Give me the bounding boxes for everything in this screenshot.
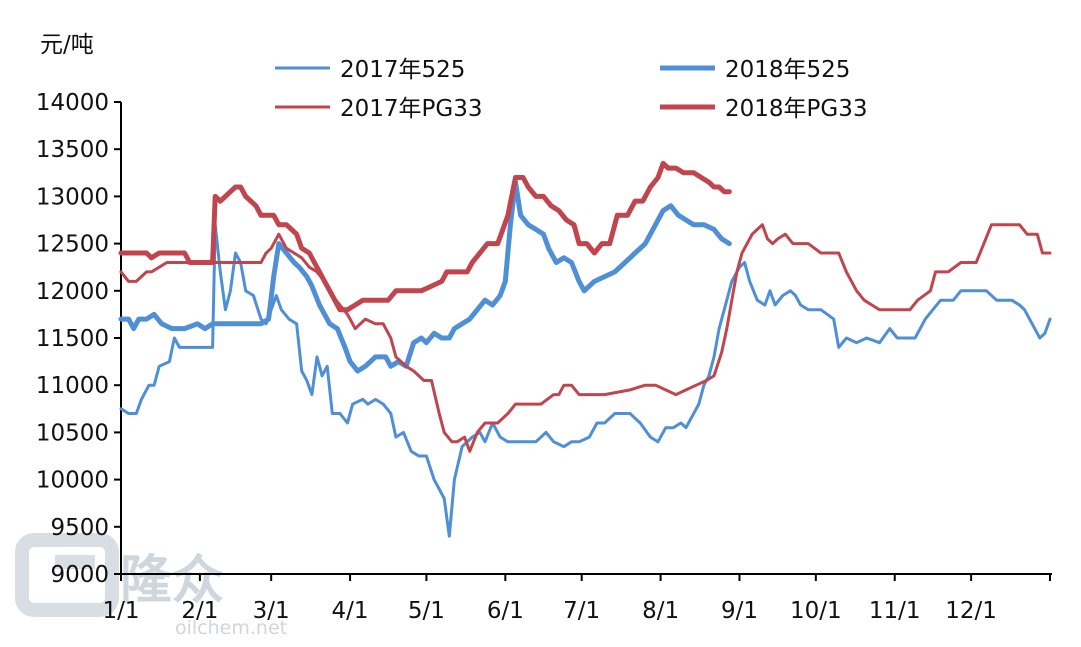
legend-item-2017-525: 2017年525 xyxy=(275,57,465,83)
watermark-logo-icon xyxy=(15,533,119,617)
watermark: 隆众 oilchem.net xyxy=(15,533,287,639)
x-tick-label: 5/1 xyxy=(408,598,445,624)
y-tick-label: 9000 xyxy=(50,562,109,588)
x-tick-label: 11/1 xyxy=(869,598,921,624)
y-tick-label: 14000 xyxy=(36,90,109,116)
x-tick-label: 8/1 xyxy=(642,598,679,624)
legend-item-2017-pg33: 2017年PG33 xyxy=(275,96,483,122)
y-tick-label: 11500 xyxy=(36,326,109,352)
x-ticks: 1/1 2/1 3/1 4/1 5/1 6/1 7/1 8/1 9/1 10/1 11/1 12/1 xyxy=(102,574,1051,624)
y-tick-label: 11000 xyxy=(36,373,109,399)
series-line-2017年525 xyxy=(119,223,1052,538)
y-tick-label: 12500 xyxy=(36,232,109,258)
y-tick-label: 10500 xyxy=(36,420,109,446)
y-tick-label: 12000 xyxy=(36,279,109,305)
x-tick-label: 3/1 xyxy=(253,598,290,624)
legend-label-2018-pg33: 2018年PG33 xyxy=(725,96,868,122)
x-tick-label: 2/1 xyxy=(181,598,218,624)
series-line-2018年525 xyxy=(118,179,732,374)
x-tick-label: 9/1 xyxy=(721,598,758,624)
y-tick-label: 9500 xyxy=(50,515,109,541)
x-tick-label: 6/1 xyxy=(487,598,524,624)
legend-item-2018-pg33: 2018年PG33 xyxy=(660,96,868,122)
legend-label-2018-525: 2018年525 xyxy=(725,57,850,83)
x-tick-label: 1/1 xyxy=(102,598,139,624)
y-tick-label: 13500 xyxy=(36,137,109,163)
x-tick-label: 10/1 xyxy=(790,598,842,624)
x-tick-label: 12/1 xyxy=(945,598,997,624)
y-tick-label: 13000 xyxy=(36,184,109,210)
series-line-2018年PG33 xyxy=(118,160,732,313)
legend-label-2017-525: 2017年525 xyxy=(340,57,465,83)
y-ticks: 14000 13500 13000 12500 12000 11500 11000 10500… xyxy=(36,90,121,588)
x-tick-label: 7/1 xyxy=(563,598,600,624)
legend: 2017年525 2018年525 2017年PG33 2018年PG33 xyxy=(275,57,868,122)
x-tick-label: 4/1 xyxy=(332,598,369,624)
watermark-text: 隆众 xyxy=(120,551,224,611)
y-tick-label: 10000 xyxy=(36,468,109,494)
legend-item-2018-525: 2018年525 xyxy=(660,57,850,83)
y-unit-label: 元/吨 xyxy=(40,32,94,58)
series-line-2017年PG33 xyxy=(119,223,1052,453)
watermark-subtext: oilchem.net xyxy=(175,617,287,639)
series-group xyxy=(118,160,1052,538)
legend-label-2017-pg33: 2017年PG33 xyxy=(340,96,483,122)
